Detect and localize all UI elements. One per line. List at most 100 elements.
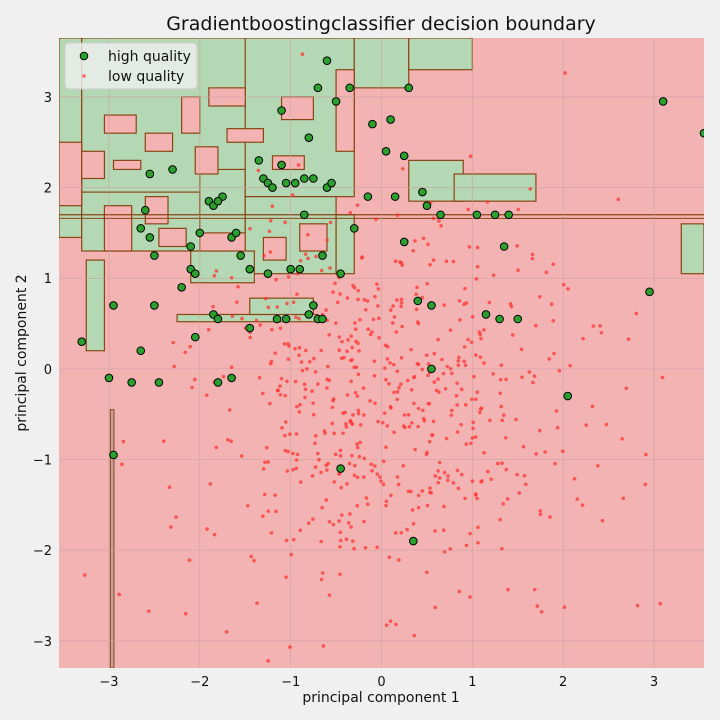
- high-quality-point: [254, 156, 264, 165]
- low-quality-point: [427, 401, 432, 406]
- low-quality-point: [379, 479, 383, 484]
- low-quality-point: [658, 601, 663, 606]
- low-quality-point: [516, 268, 520, 273]
- low-quality-point: [349, 379, 353, 384]
- legend-low-label: low quality: [108, 69, 184, 85]
- low-quality-point: [294, 315, 298, 320]
- low-quality-point: [555, 425, 560, 430]
- low-quality-point: [449, 413, 454, 417]
- low-quality-point: [344, 537, 349, 542]
- low-quality-point: [572, 476, 577, 481]
- low-quality-point: [261, 391, 265, 396]
- high-quality-point: [109, 301, 118, 310]
- low-quality-point: [549, 302, 554, 306]
- low-quality-point: [416, 406, 421, 411]
- low-quality-point: [395, 369, 400, 374]
- low-quality-point: [278, 393, 283, 397]
- low-quality-point: [416, 362, 421, 367]
- low-quality-point: [415, 285, 419, 290]
- low-quality-point: [531, 380, 535, 385]
- low-quality-point: [306, 232, 310, 237]
- low-quality-point: [229, 365, 234, 369]
- low-quality-point: [268, 250, 273, 254]
- low-quality-point: [459, 422, 463, 427]
- low-quality-point: [527, 370, 532, 374]
- low-quality-point: [221, 374, 226, 379]
- low-quality-point: [286, 449, 290, 454]
- low-quality-point: [263, 460, 267, 465]
- low-quality-point: [350, 358, 354, 362]
- low-quality-point: [341, 411, 345, 415]
- low-quality-point: [291, 537, 296, 542]
- high-quality-region: [335, 214, 355, 275]
- low-quality-point: [333, 452, 338, 457]
- high-quality-point: [213, 378, 223, 387]
- high-quality-point: [77, 337, 87, 346]
- low-quality-point: [405, 527, 409, 532]
- low-quality-point: [370, 469, 374, 473]
- high-quality-point: [272, 314, 282, 324]
- low-quality-point: [356, 288, 361, 293]
- low-quality-point: [355, 203, 360, 207]
- low-quality-point: [444, 436, 449, 441]
- low-quality-region: [194, 146, 219, 175]
- low-quality-point: [441, 528, 446, 533]
- y-tick-label: 1: [44, 272, 52, 287]
- low-quality-point: [249, 554, 253, 559]
- low-quality-point: [446, 474, 450, 478]
- low-quality-point: [392, 430, 396, 435]
- high-quality-point: [327, 178, 336, 188]
- high-quality-point: [699, 128, 704, 138]
- low-quality-point: [442, 504, 446, 509]
- low-quality-point: [445, 364, 450, 369]
- low-quality-point: [356, 297, 360, 302]
- low-quality-point: [643, 482, 648, 487]
- high-quality-point: [309, 301, 318, 310]
- low-quality-point: [401, 464, 406, 468]
- low-quality-point: [384, 445, 388, 450]
- gridlines: [59, 38, 704, 668]
- low-quality-point: [539, 610, 544, 614]
- low-quality-point: [358, 440, 362, 445]
- low-quality-point: [464, 543, 469, 548]
- low-quality-point: [373, 464, 377, 468]
- low-quality-point: [458, 318, 462, 322]
- low-quality-point: [330, 405, 335, 410]
- low-quality-point: [411, 248, 415, 253]
- high-quality-point: [236, 251, 245, 260]
- high-quality-region: [249, 297, 314, 316]
- low-quality-point: [468, 154, 473, 159]
- low-quality-point: [291, 300, 296, 304]
- low-quality-point: [375, 282, 379, 286]
- low-quality-point: [406, 412, 411, 417]
- high-quality-point: [177, 282, 186, 292]
- low-quality-point: [212, 532, 217, 537]
- low-quality-point: [364, 496, 369, 500]
- high-quality-point: [263, 269, 273, 278]
- low-quality-point: [621, 496, 626, 501]
- high-quality-point: [154, 378, 164, 387]
- low-quality-point: [532, 587, 537, 592]
- low-quality-point: [302, 382, 307, 387]
- low-quality-point: [204, 393, 209, 398]
- low-quality-point: [391, 362, 396, 367]
- low-quality-point: [245, 503, 250, 508]
- low-quality-point: [348, 418, 353, 423]
- low-quality-point: [454, 393, 459, 398]
- low-quality-point: [349, 334, 354, 338]
- low-quality-point: [285, 301, 289, 306]
- low-quality-point: [310, 473, 315, 478]
- low-quality-point: [362, 297, 367, 302]
- low-quality-point: [357, 349, 361, 353]
- low-quality-point: [300, 52, 305, 57]
- low-quality-point: [276, 388, 280, 393]
- low-quality-point: [397, 558, 401, 562]
- low-quality-point: [356, 408, 361, 413]
- high-quality-point: [304, 133, 314, 143]
- low-quality-point: [463, 363, 468, 368]
- low-quality-point: [441, 371, 446, 376]
- low-quality-point: [482, 361, 486, 365]
- low-quality-point: [290, 193, 295, 197]
- low-quality-point: [414, 292, 418, 297]
- low-quality-point: [591, 324, 596, 328]
